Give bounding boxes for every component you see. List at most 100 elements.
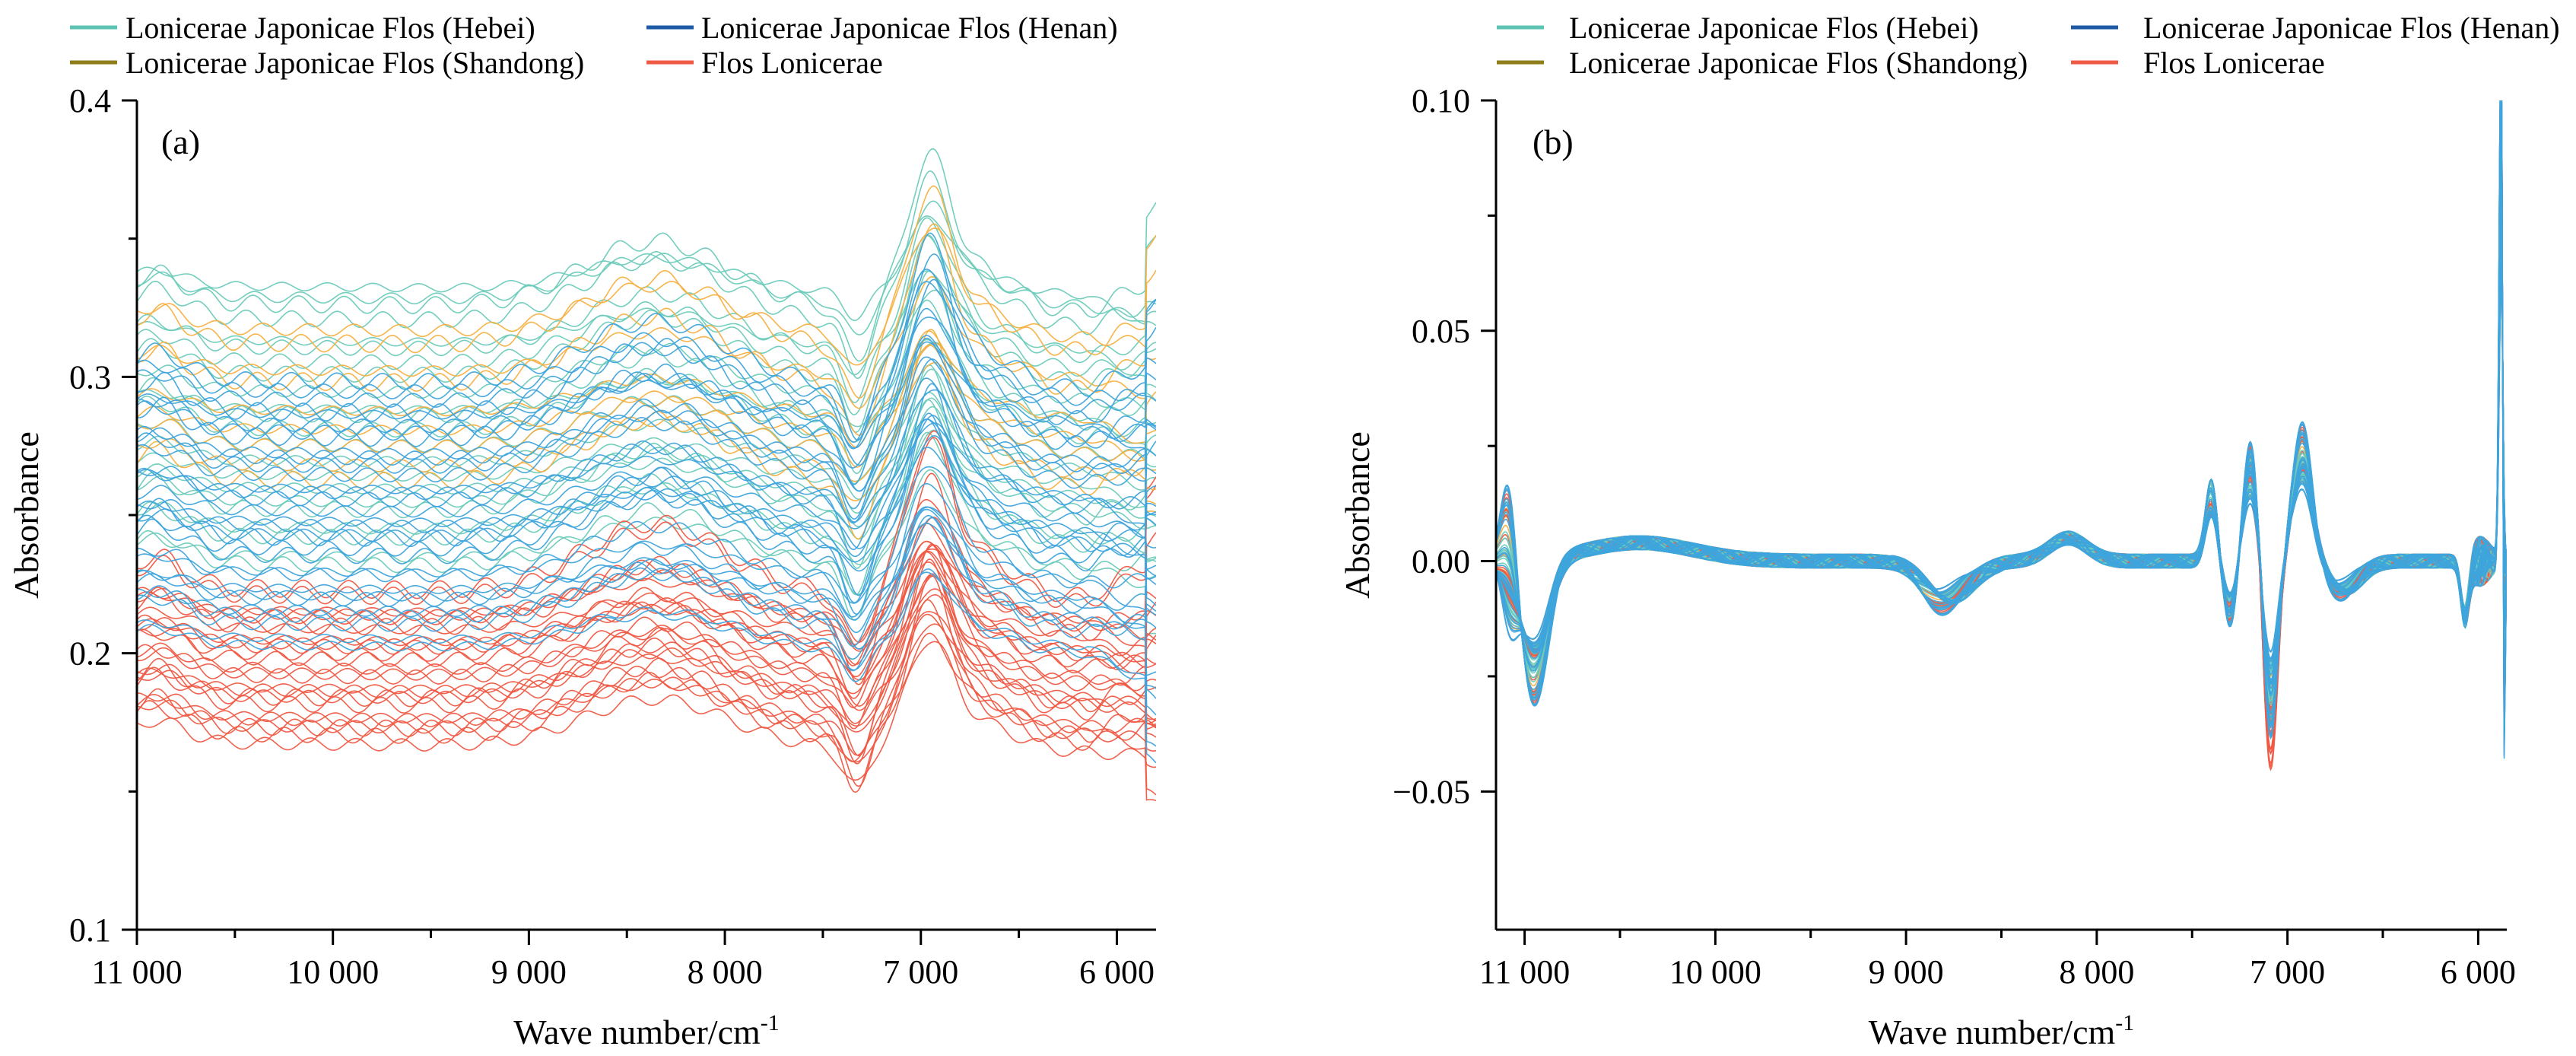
spectrum-line [137,389,1156,530]
spectrum-line [1496,100,2507,714]
spectrum-line [1496,100,2507,727]
spectrum-line [137,234,1156,415]
spectrum-line [1496,107,2507,736]
spectrum-line [137,383,1156,596]
spectrum-line [137,341,1156,526]
spectrum-line [1496,100,2507,720]
x-tick-label: 6 000 [2441,953,2516,991]
spectrum-line [1496,143,2507,693]
x-tick-label: 10 000 [1669,953,1761,991]
series-lines [1496,100,2507,771]
spectrum-line [137,482,1156,647]
legend-entry: Lonicerae Japonicae Flos (Shandong) [125,46,584,80]
spectrum-line [1496,168,2507,688]
spectrum-line [137,506,1156,660]
spectrum-line [137,568,1156,747]
spectrum-line [1496,199,2507,707]
spectrum-line [137,415,1156,571]
spectrum-line [137,223,1156,436]
spectrum-line [1496,212,2507,702]
panel-label: (a) [161,122,200,161]
spectrum-line [1496,237,2507,670]
spectrum-line [1496,132,2507,697]
spectrum-line [1496,198,2507,682]
spectrum-line [137,377,1156,551]
spectrum-line [1496,100,2507,750]
spectrum-line [1496,181,2507,685]
x-tick-label: 8 000 [688,953,763,991]
legend-entry: Lonicerae Japonicae Flos (Hebei) [125,11,535,45]
y-tick-label: 0.4 [69,82,111,119]
spectrum-line [1496,129,2507,698]
spectrum-line [1496,100,2507,725]
spectrum-line [137,361,1156,501]
spectrum-line [1496,232,2507,673]
spectrum-line [1496,253,2507,685]
spectrum-line [1496,202,2507,682]
spectrum-line [137,148,1156,362]
spectrum-line [1496,284,2507,672]
spectrum-line [1496,100,2507,771]
spectrum-line [137,593,1156,733]
spectrum-line [137,522,1156,699]
x-tick-label: 9 000 [1869,953,1944,991]
spectrum-line [1496,113,2507,733]
spectrum-line [1496,159,2507,689]
spectrum-line [137,215,1156,402]
y-tick-label: 0.3 [69,358,111,396]
spectrum-line [1496,135,2507,696]
spectrum-line [137,632,1156,802]
spectrum-line [1496,100,2507,765]
spectrum-line [1496,100,2507,747]
spectrum-line [1496,142,2507,723]
spectrum-line [137,227,1156,366]
spectrum-line [1496,100,2507,755]
spectrum-line [1496,100,2507,720]
x-tick-label: 11 000 [91,953,182,991]
spectrum-line [1496,100,2507,730]
spectrum-line [1496,100,2507,755]
spectrum-line [137,270,1156,456]
spectrum-line [137,469,1156,636]
spectrum-line [1496,100,2507,756]
spectrum-line [1496,100,2507,759]
spectrum-line [1496,173,2507,713]
spectrum-line [137,170,1156,380]
spectrum-line [137,434,1156,580]
x-axis-label: Wave number/cm-1 [513,1010,780,1051]
spectrum-line [1496,217,2507,678]
y-tick-label: 0.10 [1412,82,1470,119]
spectrum-line [1496,100,2507,723]
spectrum-line [1496,241,2507,690]
y-tick-label: 0.05 [1412,313,1470,350]
spectrum-line [1496,199,2507,682]
spectrum-line [1496,192,2507,683]
spectrum-line [1496,258,2507,663]
spectrum-line [137,499,1156,666]
spectrum-line [1496,228,2507,673]
spectrum-line [1496,283,2507,654]
spectrum-line [1496,207,2507,705]
y-tick-label: −0.05 [1393,773,1470,810]
spectrum-line [137,523,1156,716]
spectrum-line [137,307,1156,485]
spectrum-line [1496,180,2507,685]
chart-a: 11 000 10 000 9 000 8 000 7 000 6 000 0.1 0.2 0.… [7,11,1156,1051]
spectrum-line [1496,100,2507,751]
spectrum-line [137,550,1156,729]
spectrum-line [137,431,1156,622]
spectrum-line [1496,100,2507,711]
legend-entry: Lonicerae Japonicae Flos (Henan) [701,11,1118,45]
spectrum-line [137,392,1156,562]
spectrum-line [137,573,1156,730]
spectrum-line [1496,177,2507,686]
spectrum-line [137,506,1156,699]
legend-entry: Lonicerae Japonicae Flos (Henan) [2143,11,2560,45]
x-tick-label: 11 000 [1479,953,1570,991]
spectrum-line [137,344,1156,513]
spectrum-line [137,561,1156,738]
spectrum-line [137,466,1156,618]
spectrum-line [137,599,1156,794]
spectrum-line [1496,138,2507,695]
